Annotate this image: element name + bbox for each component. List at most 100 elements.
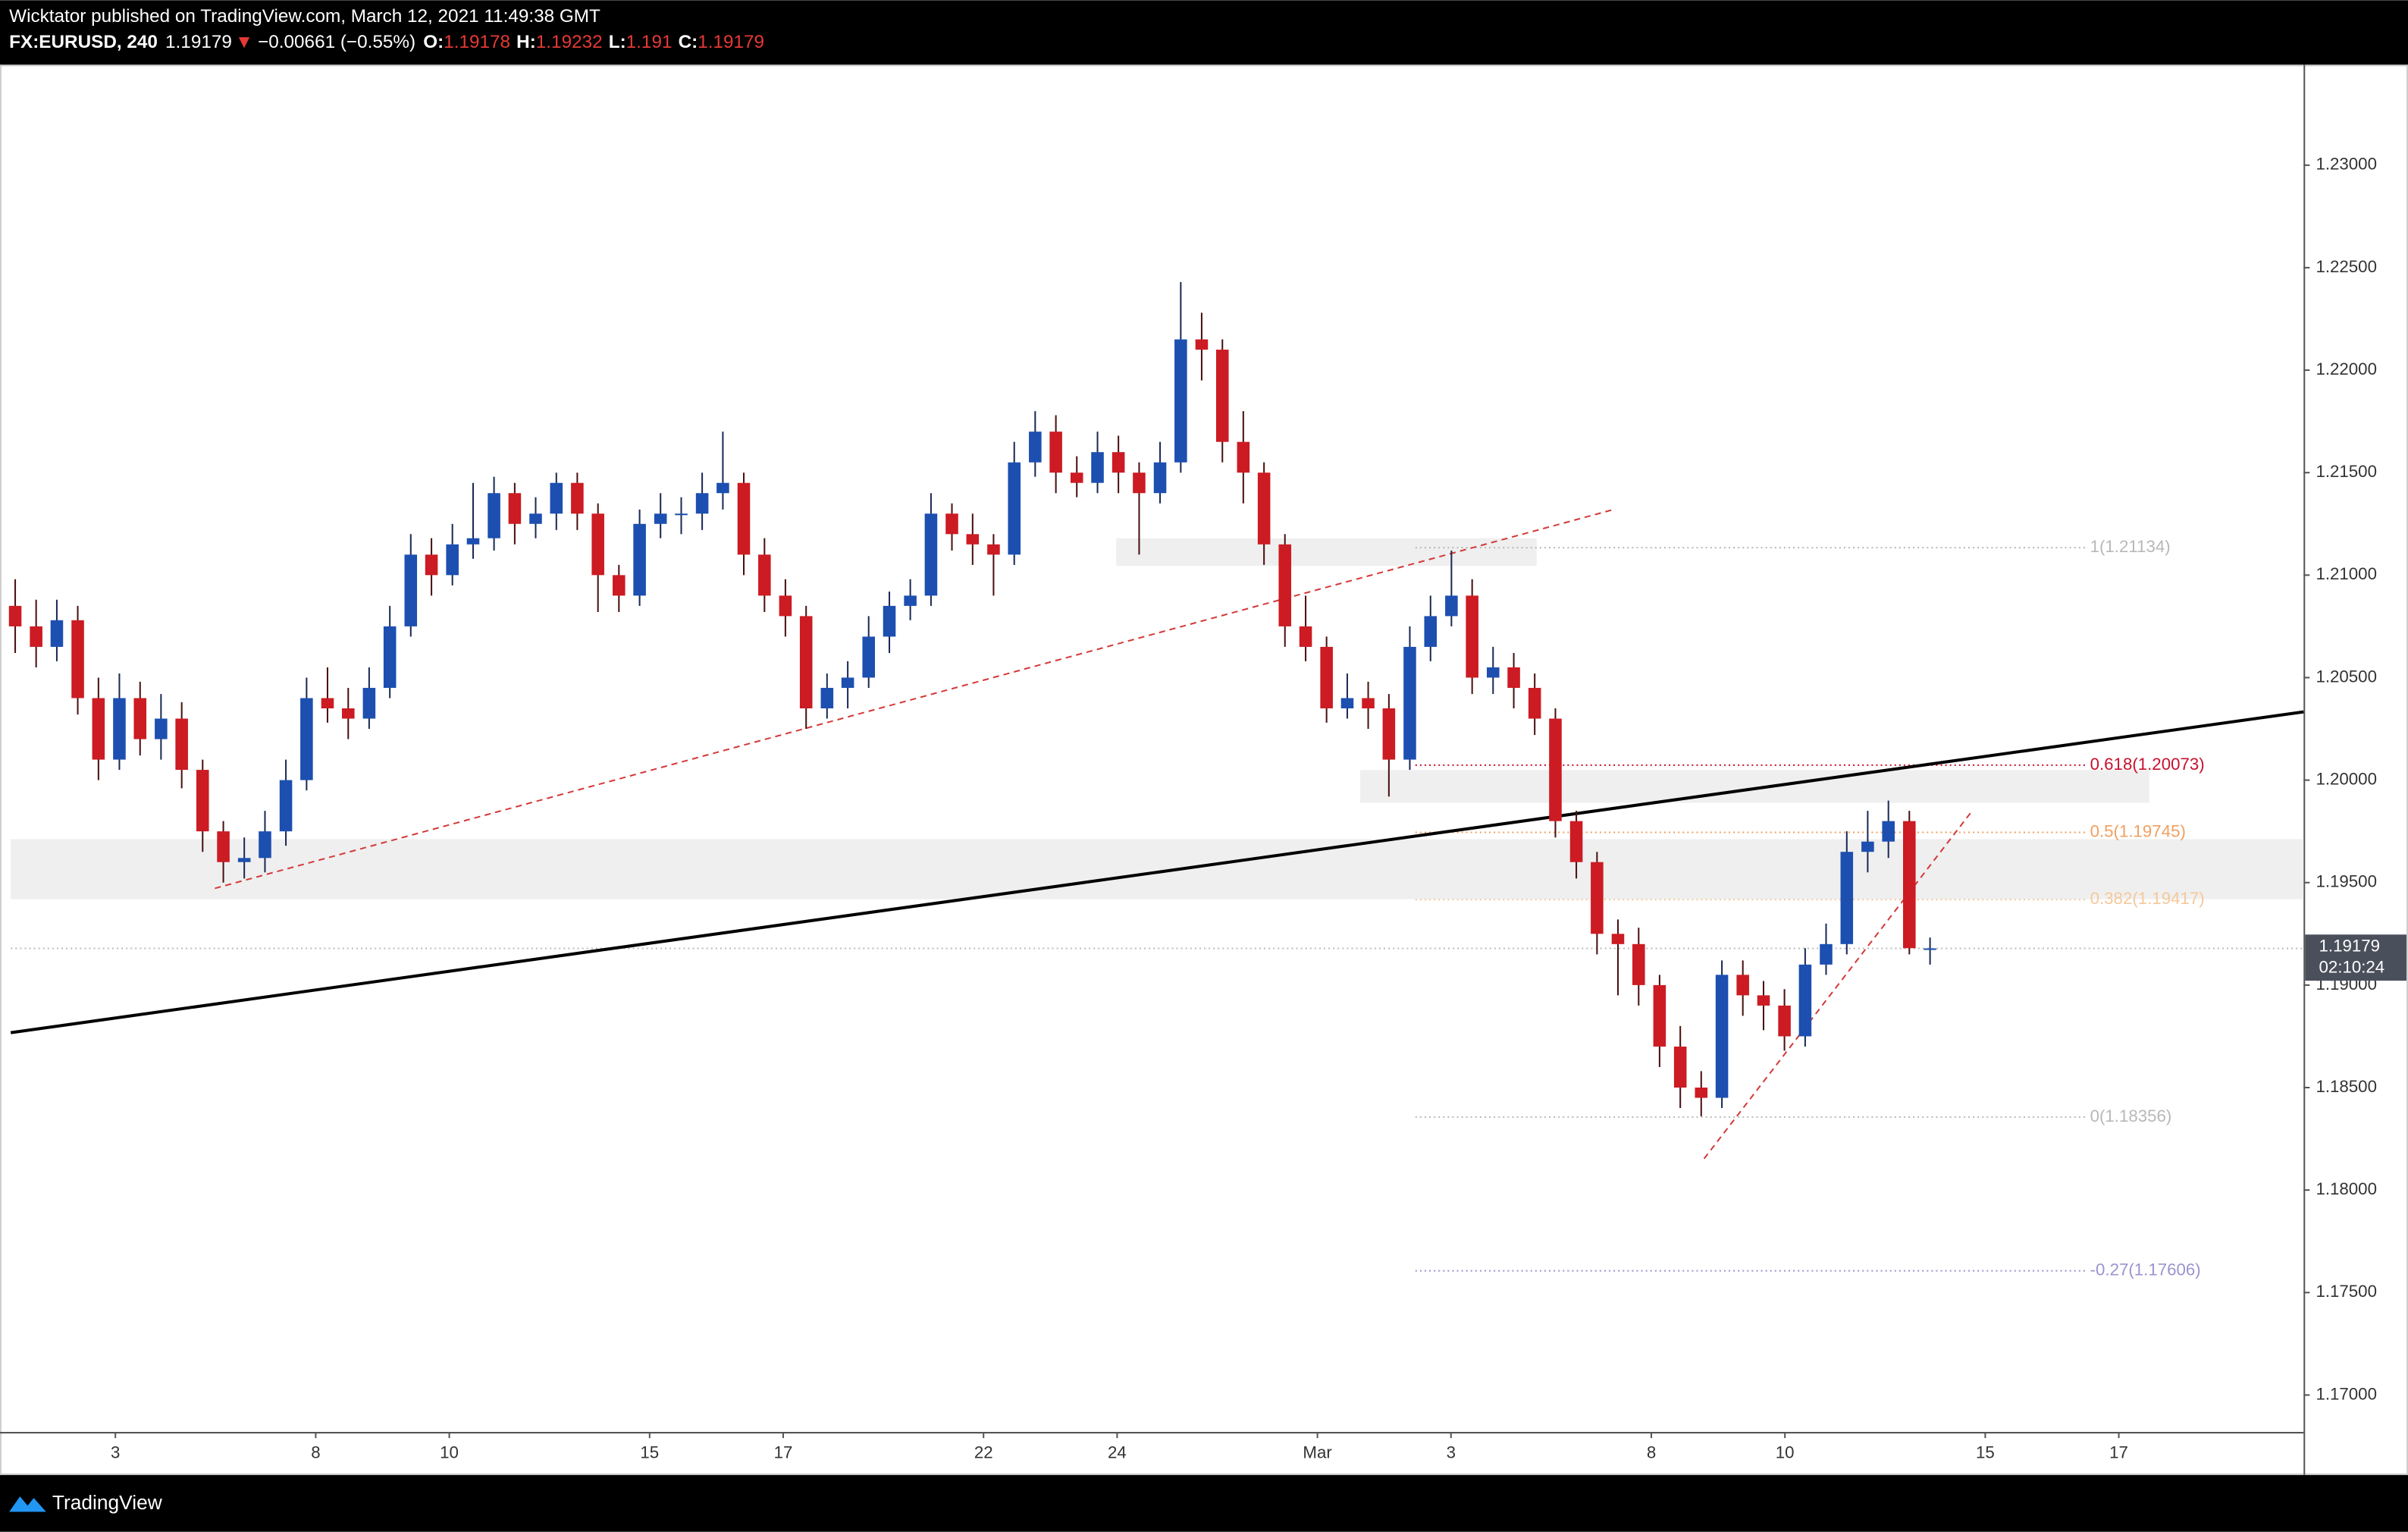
candle-body <box>695 493 709 514</box>
candle-body <box>1695 1088 1708 1098</box>
candle-body <box>362 687 376 719</box>
fib-label: 0.382(1.19417) <box>2090 889 2205 908</box>
zone <box>1116 538 1537 567</box>
candle-body <box>217 831 230 862</box>
candle-body <box>1653 984 1666 1047</box>
y-tick-label: 1.17000 <box>2316 1384 2376 1403</box>
y-tick-label: 1.21000 <box>2316 564 2376 583</box>
candle-body <box>1466 595 1478 678</box>
candle-body <box>1507 667 1520 688</box>
change: −0.00661 (−0.55%) <box>258 32 415 52</box>
candle-body <box>30 626 42 647</box>
trend-line <box>10 710 2304 1034</box>
header-title: Wicktator published on TradingView.com, … <box>9 6 600 27</box>
candle-body <box>904 595 917 606</box>
candle-body <box>300 698 313 780</box>
low-label: L: <box>609 32 626 52</box>
direction: ▼ <box>235 32 253 52</box>
close-label: C: <box>679 32 698 52</box>
candle-body <box>1757 995 1770 1006</box>
candle-body <box>1632 943 1645 985</box>
logo-icon <box>9 1496 46 1512</box>
candle-body <box>841 677 854 688</box>
x-tick-label: 3 <box>1447 1443 1456 1461</box>
candle-body <box>1673 1046 1687 1088</box>
candle-body <box>341 708 355 719</box>
candle-body <box>613 575 626 596</box>
trend-line <box>215 508 1616 890</box>
x-tick-label: Mar <box>1303 1443 1332 1461</box>
candle-body <box>987 544 1000 555</box>
candle-body <box>92 698 105 760</box>
candle-body <box>279 780 293 832</box>
candle-body <box>1715 975 1729 1098</box>
candle-body <box>1091 452 1104 483</box>
x-tick-label: 15 <box>1976 1443 1995 1461</box>
x-tick-label: 10 <box>440 1443 459 1461</box>
candle-body <box>779 595 792 617</box>
candle-body <box>8 605 22 626</box>
candle-body <box>571 482 584 514</box>
candle-body <box>237 858 251 862</box>
candle-body <box>654 513 667 524</box>
candle-body <box>383 626 397 688</box>
candle-body <box>1924 948 1936 950</box>
low-value: 1.191 <box>626 32 673 52</box>
candle-body <box>1049 432 1062 473</box>
x-tick-label: 3 <box>111 1443 120 1461</box>
candle-body <box>1029 432 1042 463</box>
candle-body <box>113 698 126 760</box>
countdown: 02:10:24 <box>2319 958 2385 977</box>
candle-body <box>1569 821 1583 862</box>
candle-body <box>1237 441 1250 473</box>
candle-body <box>1736 975 1749 996</box>
candle-body <box>1611 934 1625 944</box>
candle-body <box>529 513 542 524</box>
candle-body <box>175 718 188 771</box>
candle-body <box>1882 821 1895 842</box>
candle-body <box>633 523 646 596</box>
candle-body <box>1112 452 1125 473</box>
candle-body <box>71 620 84 699</box>
candle-body <box>1591 862 1604 934</box>
open-value: 1.19178 <box>444 32 510 52</box>
y-tick-label: 1.22000 <box>2316 359 2376 378</box>
candle-body <box>758 554 771 596</box>
brand-logo[interactable]: TradingView <box>9 1491 163 1514</box>
price-badge <box>2305 934 2406 981</box>
candle-body <box>488 493 500 538</box>
candle-body <box>1195 339 1209 350</box>
candle-body <box>321 698 334 709</box>
y-tick-label: 1.20000 <box>2316 769 2376 788</box>
candle-body <box>1798 964 1812 1037</box>
close-value: 1.19179 <box>698 32 764 52</box>
candle-body <box>404 554 418 626</box>
candle-body <box>259 831 271 859</box>
candle-body <box>425 554 438 576</box>
x-tick-label: 15 <box>640 1443 659 1461</box>
candle-body <box>1840 852 1854 944</box>
candle-body <box>550 482 563 514</box>
x-tick-label: 8 <box>311 1443 320 1461</box>
candle-body <box>675 513 688 516</box>
brand-name: TradingView <box>52 1491 163 1514</box>
plot: 1.170001.175001.180001.185001.190001.195… <box>8 155 2406 1461</box>
candle-body <box>1445 595 1458 617</box>
zone <box>1359 770 2149 803</box>
candle-body <box>591 513 604 576</box>
candle-body <box>1778 1005 1791 1037</box>
header-quote: FX:EURUSD, 240 1.19179 ▼ −0.00661 (−0.55%) O… <box>9 32 764 52</box>
candle-body <box>508 493 522 524</box>
candle-body <box>1903 821 1916 949</box>
candle-body <box>466 538 480 545</box>
high-label: H: <box>516 32 536 52</box>
candle-body <box>1070 472 1083 483</box>
candle-body <box>716 482 729 494</box>
candle-body <box>1174 339 1187 463</box>
candle-body <box>1153 462 1167 494</box>
candle-body <box>1486 667 1500 678</box>
candle-body <box>1320 646 1333 709</box>
candle-body <box>1008 462 1021 555</box>
y-tick-label: 1.18500 <box>2316 1077 2376 1096</box>
